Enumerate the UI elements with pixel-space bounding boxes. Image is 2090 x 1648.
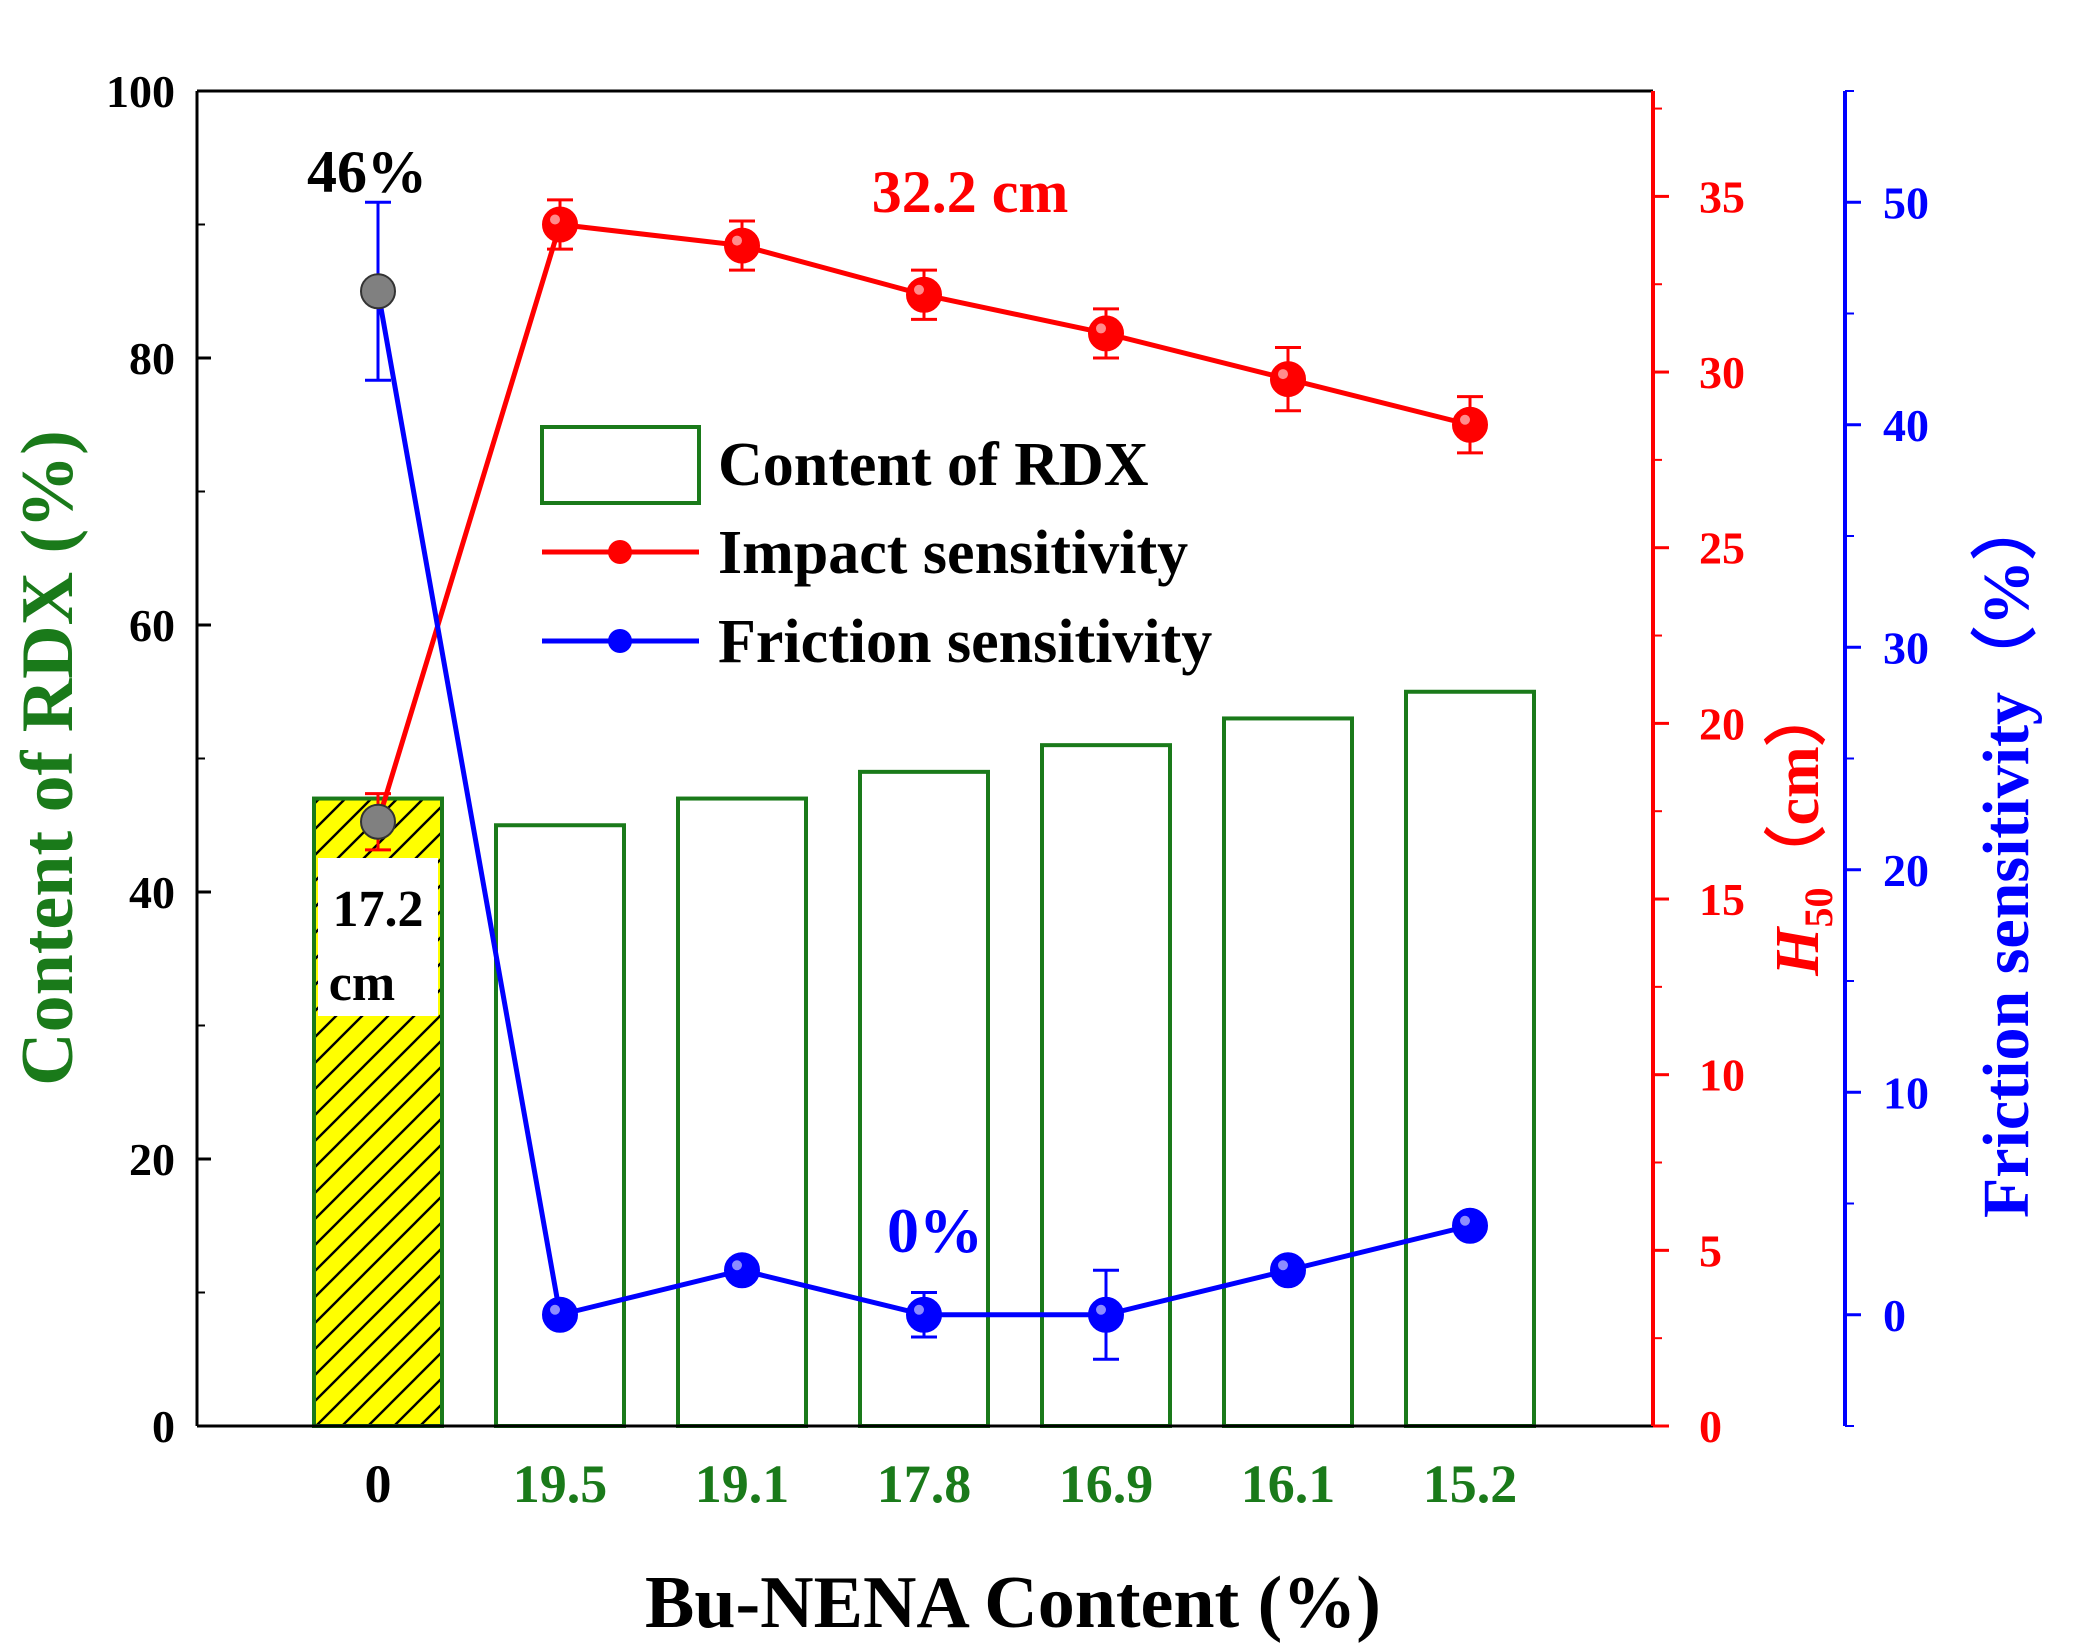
left-tick-label: 40 <box>129 867 175 918</box>
axes-layer <box>195 89 1861 1428</box>
right1-tick-label: 10 <box>1699 1050 1745 1101</box>
right1-axis-title-unit: （cm） <box>1762 684 1832 887</box>
right1-tick-label: 15 <box>1699 874 1745 925</box>
right2-axis-title: Friction sensitivity（%） <box>1969 494 2043 1218</box>
right1-tick-label: 5 <box>1699 1225 1722 1276</box>
series-2-point <box>1452 1207 1488 1244</box>
series-2-point <box>360 273 396 310</box>
bars-layer <box>312 689 1536 1428</box>
right1-tick-label: 30 <box>1699 347 1745 398</box>
x-tick-label: 17.8 <box>877 1454 972 1514</box>
annotation-friction-peak: 46% <box>307 139 427 205</box>
x-tick-label: 15.2 <box>1423 1454 1518 1514</box>
point-highlight <box>1460 414 1470 425</box>
legend-label-friction: Friction sensitivity <box>718 608 1212 676</box>
annotation-zero-percent: 0% <box>887 1195 983 1266</box>
annotation-first-bar-unit: cm <box>329 955 395 1012</box>
right2-tick-label: 20 <box>1883 845 1929 896</box>
series-1-point <box>1452 406 1488 443</box>
text-layer: 0 20 40 60 80 100 0 5 10 15 20 25 30 35 0 10 20 30 40 50 0 19… <box>7 66 2043 1644</box>
first-bar-label-box <box>318 858 438 1016</box>
x-tick-label: 0 <box>365 1454 392 1514</box>
point-highlight <box>914 284 924 295</box>
legend-impact-marker <box>608 540 632 564</box>
point-highlight <box>732 235 742 246</box>
series-1-point <box>906 276 942 313</box>
series-1-point <box>724 227 760 264</box>
right2-tick-label: 50 <box>1883 177 1929 228</box>
x-tick-label: 16.1 <box>1241 1454 1336 1514</box>
point-highlight <box>1278 369 1288 380</box>
series-1-point <box>360 803 396 840</box>
series-2-point <box>1088 1296 1124 1333</box>
right2-tick-label: 30 <box>1883 622 1929 673</box>
left-axis-title: Content of RDX (%) <box>7 430 89 1086</box>
legend-label-impact: Impact sensitivity <box>718 519 1188 587</box>
point-highlight <box>550 214 560 225</box>
left-tick-label: 0 <box>152 1401 175 1452</box>
x-tick-label: 16.9 <box>1059 1454 1154 1514</box>
right1-tick-label: 25 <box>1699 523 1745 574</box>
right2-tick-label: 40 <box>1883 400 1929 451</box>
point-highlight <box>1460 1215 1470 1226</box>
series-1-point <box>1270 361 1306 398</box>
x-tick-label: 19.5 <box>513 1454 608 1514</box>
point-highlight <box>1096 1304 1106 1315</box>
point-highlight <box>550 1304 560 1315</box>
rdx-bar <box>676 796 808 1428</box>
left-tick-label: 80 <box>129 333 175 384</box>
rdx-bar <box>494 823 626 1428</box>
series-1-point <box>1088 315 1124 352</box>
point-highlight <box>1096 323 1106 334</box>
left-tick-label: 20 <box>129 1134 175 1185</box>
point-highlight <box>914 1304 924 1315</box>
right1-axis-title-sub: 50 <box>1796 887 1841 927</box>
right1-tick-label: 20 <box>1699 698 1745 749</box>
right1-axis-title-main: H <box>1764 926 1832 977</box>
legend-friction-marker <box>608 629 632 653</box>
point-highlight <box>1278 1260 1288 1271</box>
series-2-point <box>906 1296 942 1333</box>
point-highlight <box>732 1260 742 1271</box>
series-1-point <box>542 206 578 243</box>
rdx-bar <box>1404 689 1536 1428</box>
series-2-point <box>1270 1252 1306 1289</box>
right1-axis-title: H50（cm） <box>1762 684 1841 976</box>
right1-tick-label: 35 <box>1699 171 1745 222</box>
x-axis-title: Bu-NENA Content (%) <box>645 1562 1381 1643</box>
annotation-impact: 32.2 cm <box>872 159 1069 225</box>
right1-tick-label: 0 <box>1699 1401 1722 1452</box>
legend-label-rdx: Content of RDX <box>718 431 1149 499</box>
legend: Content of RDX Impact sensitivity Friction… <box>540 425 1212 676</box>
x-tick-label: 19.1 <box>695 1454 790 1514</box>
left-tick-label: 60 <box>129 600 175 651</box>
rdx-bar <box>1222 716 1354 1428</box>
series-2-point <box>542 1296 578 1333</box>
series-2-point <box>724 1252 760 1289</box>
right2-tick-label: 10 <box>1883 1067 1929 1118</box>
left-tick-label: 100 <box>106 66 175 117</box>
legend-bar-swatch <box>540 425 701 505</box>
right2-tick-label: 0 <box>1883 1290 1906 1341</box>
annotation-first-bar-value: 17.2 <box>333 881 424 938</box>
lines-layer <box>360 198 1488 1361</box>
